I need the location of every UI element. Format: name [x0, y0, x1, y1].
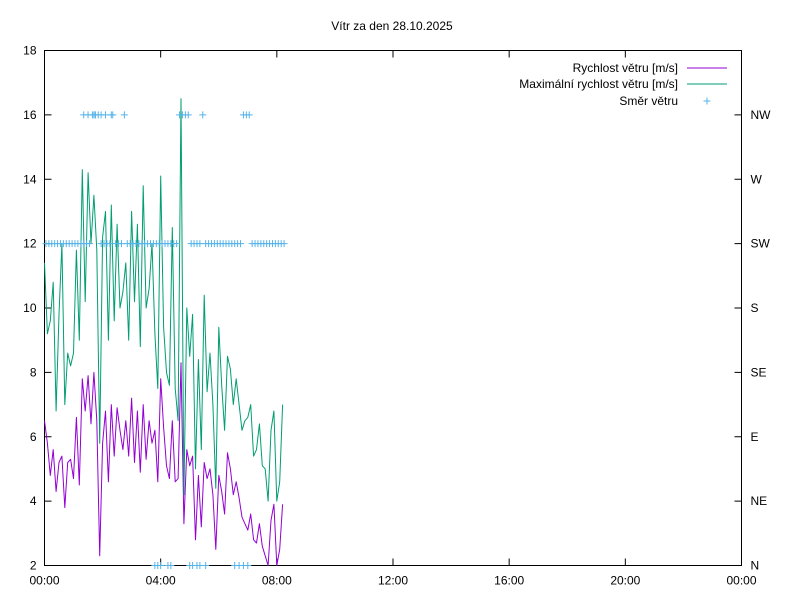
legend-label-smer: Směr větru — [619, 94, 678, 108]
direction-point — [280, 240, 288, 248]
direction-point — [120, 111, 128, 119]
y-tick-label: 16 — [23, 108, 37, 122]
direction-point — [86, 240, 94, 248]
legend-label-max-rychlost: Maximální rychlost větru [m/s] — [519, 77, 678, 91]
direction-point — [237, 240, 245, 248]
x-tick-label: 12:00 — [378, 574, 408, 588]
legend-label-rychlost: Rychlost větru [m/s] — [573, 61, 678, 75]
x-tick-label: 00:00 — [29, 574, 59, 588]
direction-point — [107, 111, 115, 119]
x-tick-label: 16:00 — [494, 574, 524, 588]
axes: 00:00 04:00 08:00 12:00 16:00 20:00 00:0024681… — [23, 44, 771, 588]
y-tick-label: 2 — [30, 559, 37, 573]
chart-title: Vítr za den 28.10.2025 — [331, 19, 453, 33]
plot-frame — [44, 50, 742, 566]
series-line-rychlost — [44, 362, 284, 566]
direction-point — [173, 240, 181, 248]
direction-point — [167, 562, 175, 569]
y-tick-label: 4 — [30, 494, 37, 508]
y2-tick-label: N — [751, 559, 760, 573]
y2-tick-label: S — [751, 301, 759, 315]
x-tick-label: 20:00 — [610, 574, 640, 588]
y-tick-label: 6 — [30, 430, 37, 444]
legend: Rychlost větru [m/s] Maximální rychlost … — [519, 61, 727, 108]
direction-point — [157, 562, 165, 569]
direction-point — [244, 562, 252, 569]
y-tick-label: 14 — [23, 172, 37, 186]
y-tick-label: 18 — [23, 44, 37, 58]
y-tick-label: 8 — [30, 365, 37, 379]
x-tick-label: 04:00 — [146, 574, 176, 588]
x-tick-label: 00:00 — [726, 574, 756, 588]
legend-swatch-smer — [703, 97, 711, 105]
y2-tick-label: E — [751, 430, 759, 444]
y2-tick-label: SW — [751, 237, 771, 251]
y-tick-label: 12 — [23, 237, 37, 251]
series-layer — [42, 98, 288, 569]
y2-tick-label: SE — [751, 365, 767, 379]
direction-point — [245, 111, 253, 119]
series-points-smer — [42, 111, 288, 569]
x-tick-label: 08:00 — [262, 574, 292, 588]
y2-tick-label: NW — [751, 108, 772, 122]
y2-tick-label: NE — [751, 494, 768, 508]
y-tick-label: 10 — [23, 301, 37, 315]
direction-point — [202, 562, 210, 569]
legend-point-mark — [703, 97, 711, 105]
y2-tick-label: W — [751, 172, 763, 186]
series-line-max-rychlost — [44, 98, 284, 502]
direction-point — [199, 111, 207, 119]
direction-point — [184, 111, 192, 119]
